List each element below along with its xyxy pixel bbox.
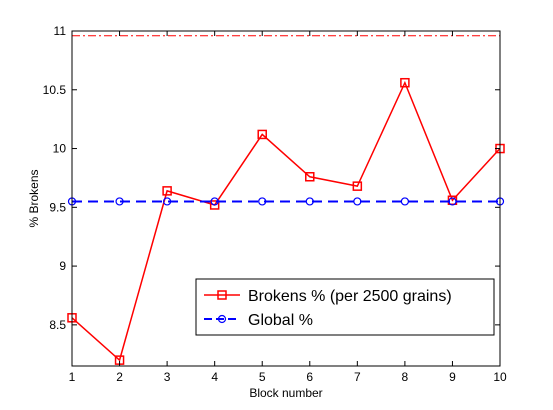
legend-marker-square <box>217 290 227 300</box>
x-tick-label: 4 <box>211 370 218 384</box>
data-point-square <box>305 172 315 182</box>
series-line-0 <box>71 80 501 362</box>
data-point-circle <box>115 197 124 206</box>
data-point-circle <box>210 197 219 206</box>
legend-entries: Brokens % (per 2500 grains) Global % <box>204 288 452 329</box>
y-tick-label: 9.5 <box>49 200 66 214</box>
y-tick-label: 8.5 <box>49 318 66 332</box>
y-tick-label: 11 <box>54 24 67 38</box>
y-axis-label: % Brokens <box>27 169 41 227</box>
data-point-square <box>352 181 363 191</box>
data-point-square <box>400 77 410 88</box>
data-point-square <box>162 186 172 196</box>
series-layer <box>67 77 505 365</box>
x-tick-label: 2 <box>116 370 123 384</box>
x-tick-label: 3 <box>164 370 171 384</box>
legend-box <box>195 278 495 336</box>
legend-label-0: Brokens % (per 2500 grains) <box>248 288 452 305</box>
x-axis-label: Block number <box>249 386 322 400</box>
tick-labels: 1 2 3 4 5 6 7 8 9 10 8.5 9 9.5 10 10.5 11 <box>43 24 507 384</box>
x-tick-label: 8 <box>402 370 409 384</box>
legend-marker-circle <box>217 314 227 324</box>
axes-box <box>71 30 501 367</box>
data-point-circle <box>163 197 172 206</box>
data-point-circle <box>353 197 362 206</box>
data-point-circle <box>448 197 457 206</box>
x-tick-label: 9 <box>449 370 456 384</box>
axes <box>71 30 501 367</box>
data-point-circle <box>400 197 409 206</box>
y-tick-label: 10.5 <box>43 83 67 97</box>
legend-label-1: Global % <box>248 312 313 329</box>
data-point-circle <box>305 197 314 206</box>
x-tick-label: 7 <box>354 370 361 384</box>
data-point-square <box>209 200 220 210</box>
x-tick-label: 5 <box>259 370 266 384</box>
x-tick-label: 1 <box>69 370 76 384</box>
data-point-circle <box>258 197 267 206</box>
y-tick-label: 10 <box>53 142 67 156</box>
x-tick-label: 6 <box>306 370 313 384</box>
y-tick-label: 9 <box>59 259 66 273</box>
legend: Brokens % (per 2500 grains) Global % <box>195 278 495 336</box>
data-point-square <box>257 129 267 140</box>
data-point-square <box>447 195 458 206</box>
x-tick-label: 10 <box>493 370 507 384</box>
